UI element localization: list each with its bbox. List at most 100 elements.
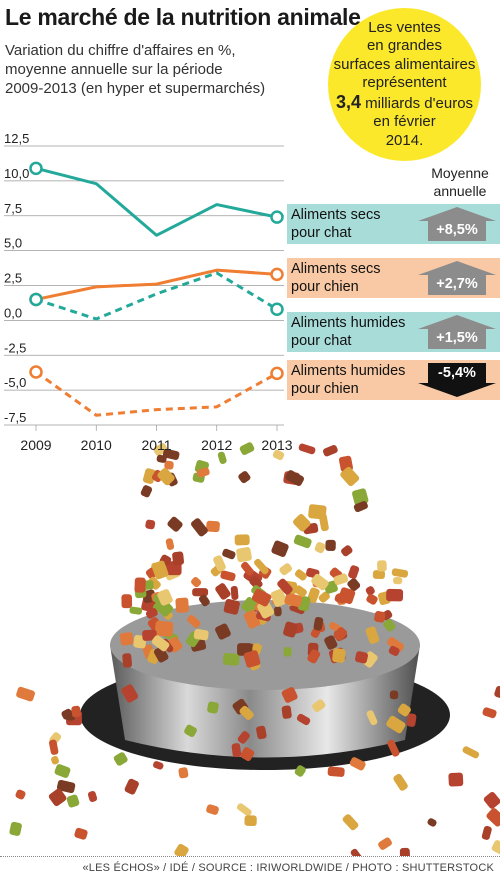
kibble (207, 701, 219, 714)
arrow-down-icon (418, 363, 496, 397)
kibble (448, 772, 464, 787)
kibble (113, 752, 128, 766)
kibble (293, 534, 312, 549)
kibble (386, 588, 404, 602)
kibble (61, 708, 73, 720)
kibble (340, 466, 360, 487)
kibble (293, 514, 311, 532)
data-point (29, 292, 43, 307)
kibble (406, 713, 417, 727)
kibble (393, 576, 403, 585)
kibble (191, 577, 202, 588)
bubble-value: 3,4 (335, 91, 361, 112)
legend-label-line-2: pour chat (291, 225, 352, 241)
kibble (74, 827, 88, 840)
kibble (491, 840, 500, 855)
average-arrow-down: -5,4% (418, 363, 496, 397)
kibble (54, 764, 71, 778)
kibble (15, 789, 26, 800)
average-header-line-1: Moyenne (431, 165, 489, 181)
subtitle-line-2: moyenne annuelle sur la période (5, 61, 223, 78)
kibble (147, 576, 161, 590)
kibble (494, 685, 500, 701)
y-tick-label: 12,5 (4, 131, 29, 146)
kibble (239, 442, 255, 456)
line-chart: 12,5 10,0 7,5 5,0 2,5 0,0 -2,5 -5,0 -7,5 2009 201… (4, 131, 293, 453)
kibble (167, 516, 183, 532)
legend-label-line-1: Aliments secs (291, 261, 381, 277)
kibble (223, 653, 240, 666)
kibble-pile (9, 442, 500, 856)
kibble (284, 592, 303, 607)
series-line (35, 370, 278, 417)
kibble (393, 773, 408, 791)
arrow-up-icon (418, 315, 496, 349)
chart-series (29, 161, 284, 417)
kibble (193, 629, 209, 641)
kibble (243, 650, 261, 668)
kibble (386, 715, 406, 734)
kibble (119, 632, 134, 646)
average-value: -5,4% (438, 365, 476, 381)
kibble (51, 756, 59, 765)
kibble (239, 705, 254, 721)
kibble (387, 637, 404, 652)
kibble (236, 803, 252, 817)
kibble (223, 598, 240, 615)
kibble (333, 627, 348, 641)
kibble (237, 731, 250, 744)
data-point (270, 267, 284, 282)
legend-row-dry-dog: Aliments secs pour chien +2,7% (287, 258, 500, 298)
kibble (281, 705, 292, 719)
bubble-line-2: en grandes (366, 37, 443, 55)
kibble (134, 577, 146, 593)
kibble (378, 837, 392, 850)
sales-bubble: Les ventes en grandes surfaces alimentai… (328, 8, 481, 161)
legend-label-line-1: Aliments secs (291, 207, 381, 223)
kibble (350, 848, 363, 856)
bubble-line-1: Les ventes (368, 18, 441, 36)
divider (0, 856, 500, 857)
legend-label: Aliments secs pour chat (291, 206, 380, 242)
kibble (234, 534, 250, 546)
kibble (238, 471, 251, 484)
kibble (271, 540, 289, 558)
kibble (318, 591, 330, 603)
page-title: Le marché de la nutrition animale (5, 4, 361, 30)
subtitle-line-1: Variation du chiffre d'affaires en %, (5, 42, 236, 59)
kibble (311, 573, 329, 591)
kibble (142, 468, 156, 484)
kibble (178, 767, 189, 779)
series-line (35, 271, 278, 321)
kibble (333, 573, 349, 585)
kibble (157, 467, 175, 486)
kibble (49, 739, 59, 755)
kibble (389, 690, 399, 700)
kibble (486, 808, 500, 827)
kibble (153, 761, 164, 770)
bubble-line-5-rest: milliards d'euros (360, 94, 474, 112)
kibble (145, 608, 158, 619)
legend-label-line-1: Aliments humides (291, 315, 406, 331)
legend-label-line-2: pour chien (291, 381, 359, 397)
kibble (365, 626, 380, 644)
legend-row-wet-dog: Aliments humides pour chien -5,4% (287, 360, 500, 400)
data-point (29, 365, 43, 379)
y-tick-label: -2,5 (4, 340, 26, 355)
kibble (327, 766, 345, 777)
kibble (162, 448, 180, 460)
data-point (270, 210, 284, 224)
kibble (353, 500, 368, 513)
pet-food-bowl-photo (9, 442, 500, 856)
kibble (388, 645, 400, 656)
kibble (397, 703, 411, 717)
kibble (165, 538, 175, 550)
legend-label-line-2: pour chat (291, 333, 352, 349)
average-value: +2,7% (436, 276, 478, 292)
arrow-up-icon (418, 207, 496, 241)
legend-label-line-2: pour chien (291, 279, 359, 295)
x-axis-ticks: 2009 2010 2011 2012 2013 (20, 425, 293, 453)
kibble (56, 779, 76, 794)
kibble (129, 606, 143, 615)
data-point (29, 161, 43, 176)
